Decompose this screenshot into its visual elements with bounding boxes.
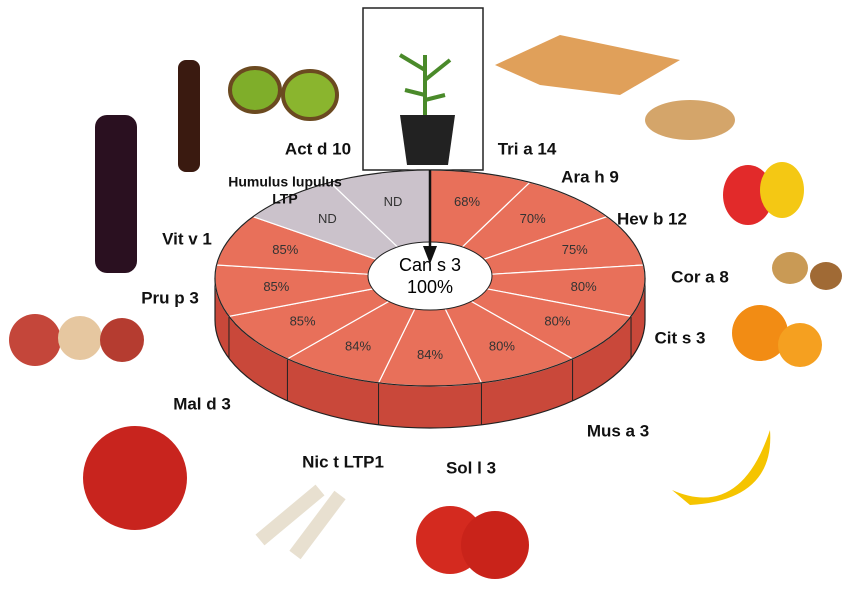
center-value: 100% xyxy=(407,277,453,297)
allergen-label: Act d 10 xyxy=(285,139,351,158)
apple xyxy=(83,426,187,530)
balloon xyxy=(723,165,773,225)
allergen-label: Tri a 14 xyxy=(498,139,557,158)
peach xyxy=(100,318,144,362)
identity-label: 70% xyxy=(520,211,546,226)
allergen-label: LTP xyxy=(272,191,297,207)
wine-bottle xyxy=(95,115,137,273)
allergen-label: Cor a 8 xyxy=(671,267,729,286)
allergen-label: Humulus lupulus xyxy=(228,174,342,190)
identity-label: ND xyxy=(384,194,403,209)
identity-label: 85% xyxy=(272,242,298,257)
balloon xyxy=(760,162,804,218)
orange xyxy=(778,323,822,367)
identity-label: 80% xyxy=(489,338,515,353)
identity-label: 80% xyxy=(544,314,570,329)
identity-label: 68% xyxy=(454,194,480,209)
cigarettes xyxy=(255,484,346,560)
peanuts xyxy=(645,100,735,140)
plant xyxy=(398,53,452,115)
identity-label: 84% xyxy=(345,338,371,353)
banana xyxy=(672,430,771,505)
identity-label: 84% xyxy=(417,347,443,362)
illustrations xyxy=(9,7,842,579)
peach xyxy=(58,316,102,360)
allergen-label: Cit s 3 xyxy=(654,328,705,347)
identity-label: 85% xyxy=(263,279,289,294)
allergen-label: Pru p 3 xyxy=(141,288,199,307)
allergen-label: Ara h 9 xyxy=(561,167,619,186)
allergen-label: Hev b 12 xyxy=(617,209,687,228)
crackers xyxy=(495,35,680,95)
allergen-label: Mal d 3 xyxy=(173,394,231,413)
allergen-label: Sol l 3 xyxy=(446,458,496,477)
orange xyxy=(732,305,788,361)
peach xyxy=(9,314,61,366)
identity-label: 85% xyxy=(290,314,316,329)
identity-label: 80% xyxy=(571,279,597,294)
beer-bottle xyxy=(178,60,200,172)
allergen-label: Vit v 1 xyxy=(162,229,212,248)
allergen-label: Nic t LTP1 xyxy=(302,452,384,471)
pot xyxy=(400,115,455,165)
center-label: Can s 3 xyxy=(399,255,461,275)
hazelnut xyxy=(810,262,842,290)
pie-diagram: 68% 70% 75% 80% 80% 80% 84% 84% 85% 85% 85% ND ND Can… xyxy=(214,169,646,429)
allergen-label: Mus a 3 xyxy=(587,421,649,440)
tomato xyxy=(461,511,529,579)
identity-label: ND xyxy=(318,211,337,226)
kiwi xyxy=(228,66,282,114)
identity-label: 75% xyxy=(562,242,588,257)
hazelnut xyxy=(772,252,808,284)
kiwi xyxy=(281,69,339,121)
arrow-head xyxy=(423,246,437,264)
